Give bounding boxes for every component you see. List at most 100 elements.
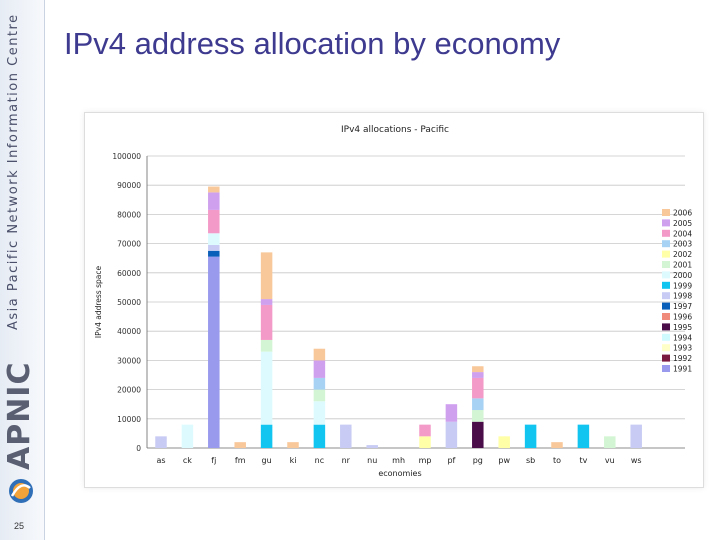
x-tick-label: gu [262, 456, 272, 465]
legend-swatch [662, 219, 670, 227]
bar-segment [260, 339, 273, 352]
x-tick-label: vu [605, 456, 615, 465]
bar-segment [313, 348, 326, 361]
x-tick-label: pg [473, 456, 483, 465]
bar-segment [181, 424, 194, 448]
legend-label: 1995 [673, 323, 692, 332]
bar-segment [208, 186, 220, 193]
legend-label: 1999 [673, 281, 692, 290]
legend-label: 2006 [673, 209, 692, 218]
x-tick-label: to [553, 456, 561, 465]
bar-segment [498, 436, 510, 448]
legend-swatch [662, 261, 670, 268]
legend-label: 2004 [673, 229, 692, 238]
y-tick-label: 20000 [117, 386, 141, 395]
legend-label: 1998 [673, 292, 692, 301]
bar-segment [472, 421, 484, 448]
legend-swatch [662, 354, 670, 362]
legend-label: 2002 [673, 250, 692, 259]
bar-segment [551, 442, 563, 448]
x-tick-label: pw [498, 456, 510, 465]
bar-segment [524, 424, 537, 448]
bar-segment [630, 424, 642, 448]
y-tick-label: 70000 [117, 240, 141, 249]
bar-segment [260, 351, 273, 425]
y-tick-label: 80000 [117, 210, 141, 219]
legend-label: 1992 [673, 354, 692, 363]
bar-segment [313, 360, 326, 378]
legend-swatch [662, 240, 670, 248]
y-tick-label: 50000 [117, 298, 141, 307]
bar-segment [260, 252, 273, 300]
bar-segment [234, 442, 246, 448]
apnic-logo-icon [9, 479, 33, 503]
legend-swatch [662, 323, 670, 331]
sidebar: Asia Pacific Network Information Centre … [0, 0, 45, 540]
x-tick-label: ki [290, 456, 297, 465]
bar-segment [604, 436, 616, 448]
bar-segment [260, 304, 273, 340]
legend-label: 2003 [673, 240, 692, 249]
x-tick-label: nu [367, 456, 377, 465]
legend-label: 1994 [673, 333, 692, 342]
slide-title: IPv4 address allocation by economy [64, 26, 561, 61]
y-tick-label: 0 [136, 444, 141, 453]
x-axis-label: economies [378, 469, 421, 478]
bar-segment [208, 209, 220, 234]
bar-segment [260, 299, 273, 305]
bar-segment [155, 436, 167, 448]
x-tick-label: mh [392, 456, 405, 465]
legend-swatch [662, 229, 670, 237]
x-tick-label: ck [183, 456, 192, 465]
bar-segment [472, 410, 484, 422]
organization-name: Asia Pacific Network Information Centre [6, 13, 21, 330]
x-tick-label: fm [235, 456, 246, 465]
bar-segment [472, 372, 484, 378]
bar-segment [472, 366, 484, 373]
legend-label: 1993 [673, 344, 692, 353]
bar-segment [208, 244, 220, 251]
y-tick-label: 100000 [112, 152, 141, 161]
legend-swatch [662, 271, 670, 279]
bar-segment [313, 424, 326, 448]
y-tick-label: 30000 [117, 356, 141, 365]
bar-segment [208, 233, 220, 245]
bar-segment [577, 424, 590, 448]
x-tick-label: sb [526, 456, 535, 465]
legend-swatch [662, 250, 670, 258]
bar-segment [445, 421, 458, 448]
legend-swatch [662, 333, 670, 341]
legend-label: 2001 [673, 261, 692, 270]
legend-label: 1996 [673, 313, 692, 322]
page-number: 25 [14, 521, 25, 531]
y-tick-label: 60000 [117, 269, 141, 278]
y-axis-label: IPv4 address space [94, 266, 103, 339]
stacked-bar-chart: IPv4 allocations - Pacific 0 10000 20000 300… [94, 125, 692, 478]
bar-segment [472, 377, 484, 399]
y-tick-label: 90000 [117, 181, 141, 190]
bar-segment [340, 424, 352, 448]
legend-swatch [662, 292, 670, 300]
legend-label: 1991 [673, 365, 692, 374]
legend-label: 2005 [673, 219, 692, 228]
legend-swatch [662, 302, 670, 310]
bar-segment [472, 398, 484, 411]
bar-segment [419, 436, 431, 448]
bar-segment [366, 445, 378, 448]
legend-swatch [662, 281, 670, 289]
legend-swatch [662, 209, 670, 216]
chart-title: IPv4 allocations - Pacific [341, 125, 449, 135]
bar-segment [260, 424, 273, 448]
legend-label: 1997 [673, 302, 692, 311]
bar-segment [208, 192, 220, 210]
x-tick-label: nr [342, 456, 351, 465]
legend-swatch [662, 313, 670, 320]
bar-segment [313, 389, 326, 402]
y-tick-label: 10000 [117, 415, 141, 424]
y-tick-label: 40000 [117, 327, 141, 336]
bar-segment [313, 377, 326, 390]
x-tick-label: fj [211, 456, 216, 465]
legend-swatch [662, 365, 670, 372]
brand-name: APNIC [2, 361, 37, 471]
x-tick-label: pf [447, 456, 455, 465]
